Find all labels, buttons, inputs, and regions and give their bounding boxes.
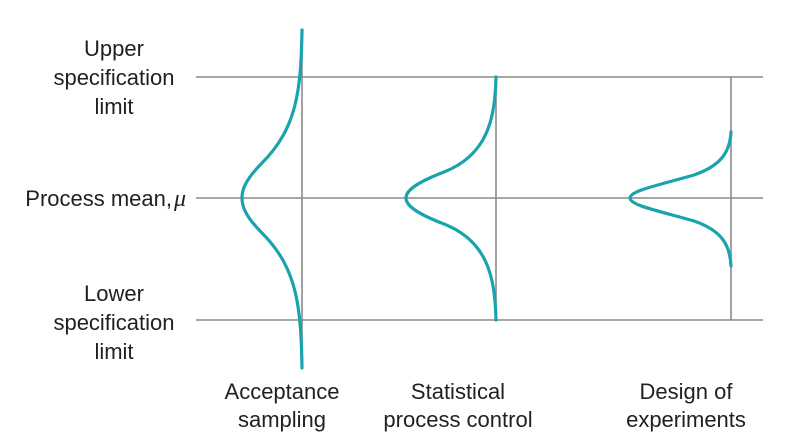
process-mean-label: Process mean, (25, 186, 172, 211)
lower-spec-label-line1: Lower (84, 281, 144, 306)
upper-spec-label-line3: limit (94, 94, 133, 119)
process-mean-mu-symbol: μ (173, 186, 186, 212)
spc-label-line2: process control (383, 407, 532, 432)
spc-label-line1: Statistical (411, 379, 505, 404)
doe-distribution-curve (628, 130, 733, 268)
upper-spec-label-line1: Upper (84, 36, 144, 61)
spc-distribution-curve (404, 75, 498, 322)
lower-spec-label-line3: limit (94, 339, 133, 364)
doe-label-line2: experiments (626, 407, 746, 432)
doe-label-line1: Design of (640, 379, 734, 404)
upper-spec-label-line2: specification (53, 65, 174, 90)
acceptance-sampling-distribution-curve (240, 28, 304, 370)
acceptance-sampling-label-line1: Acceptance (225, 379, 340, 404)
lower-spec-label-line2: specification (53, 310, 174, 335)
acceptance-sampling-label-line2: sampling (238, 407, 326, 432)
